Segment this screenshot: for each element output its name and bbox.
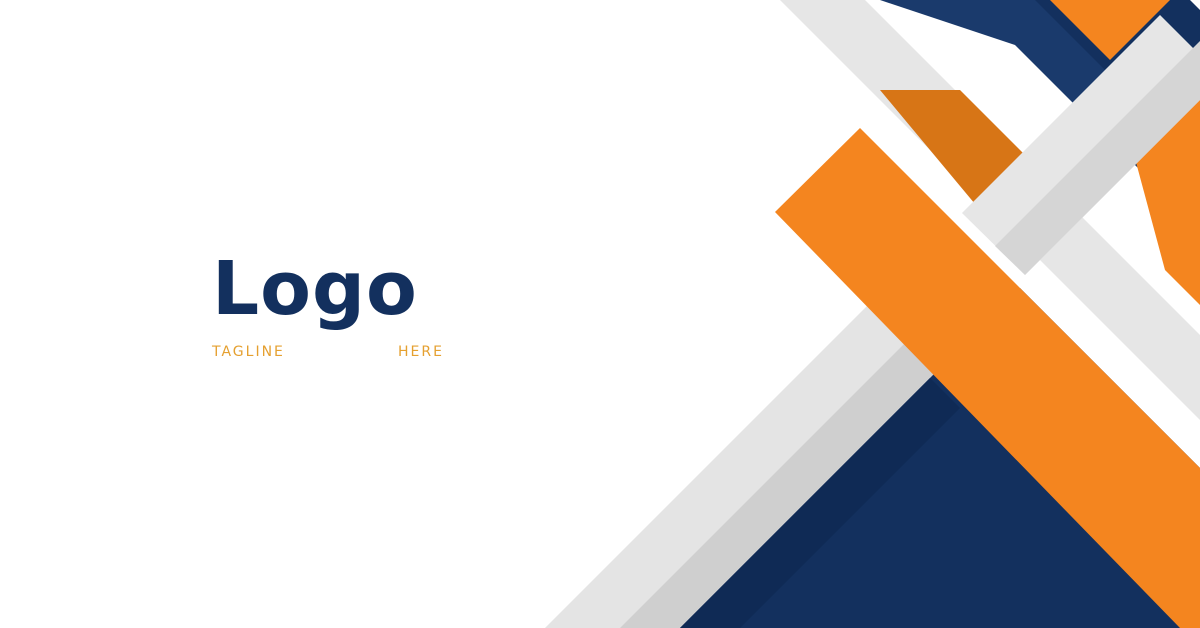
gray-band-cross-shade: [995, 41, 1200, 275]
logo-wordmark: Logo: [212, 246, 418, 332]
tagline-right: HERE: [398, 344, 444, 360]
gray-band-cross: [962, 15, 1200, 275]
logo: Logo: [212, 248, 512, 378]
orange-band-top: [1050, 0, 1170, 60]
gray-band-lower: [545, 283, 965, 628]
gray-band-lower-shade: [620, 323, 965, 628]
tagline-left: TAGLINE: [212, 344, 285, 360]
orange-band-main-shade: [880, 90, 1030, 210]
navy-triangle-shade: [680, 378, 960, 628]
orange-band-main: [775, 128, 1200, 628]
